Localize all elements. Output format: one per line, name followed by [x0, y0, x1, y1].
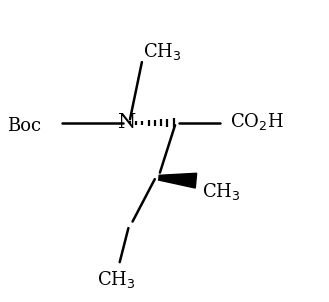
Text: Boc: Boc — [7, 117, 41, 135]
Text: CO$_2$H: CO$_2$H — [230, 111, 284, 132]
Text: CH$_3$: CH$_3$ — [97, 269, 136, 291]
Text: CH$_3$: CH$_3$ — [202, 181, 241, 201]
Text: N: N — [118, 113, 136, 132]
Polygon shape — [159, 173, 197, 188]
Text: CH$_3$: CH$_3$ — [143, 41, 182, 62]
